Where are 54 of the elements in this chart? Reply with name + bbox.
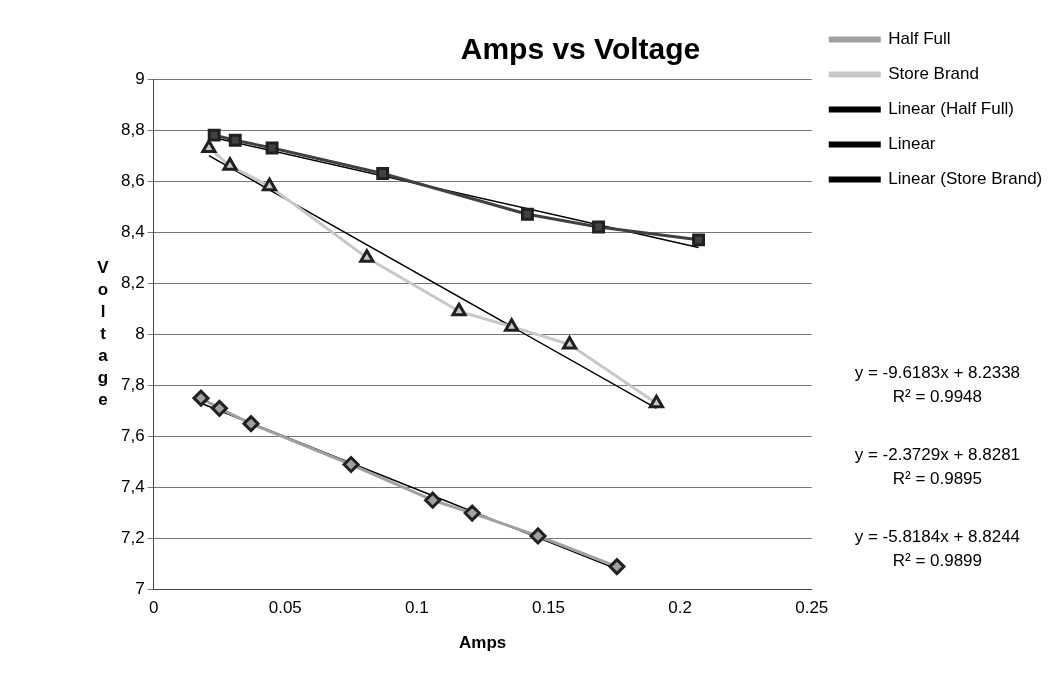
- text: y = -9.6183x + 8.2338: [854, 362, 1021, 382]
- point: [504, 318, 520, 332]
- point: [648, 394, 664, 409]
- text: y = -2.3729x + 8.8281: [854, 444, 1021, 464]
- x-tick-label: 0.1: [405, 598, 429, 618]
- y-tick-label: 8: [135, 323, 145, 343]
- chart-title: Amps vs Voltage: [460, 32, 701, 66]
- point: [463, 504, 481, 522]
- text: R² = 0.9948: [892, 386, 983, 406]
- point: [192, 389, 210, 407]
- point: [228, 133, 242, 147]
- y-tick-label: 8,8: [120, 119, 145, 139]
- point: [359, 249, 375, 263]
- x-tick-label: 0.05: [268, 598, 302, 618]
- point: [608, 558, 626, 576]
- point: [207, 128, 221, 142]
- point: [222, 157, 238, 171]
- point: [424, 491, 442, 509]
- legend-label: Linear (Store Brand): [888, 169, 1043, 189]
- legend-label: Half Full: [888, 29, 951, 49]
- y-tick-label: 7,6: [120, 426, 145, 446]
- x-tick-label: 0: [148, 598, 159, 618]
- x-axis-title: Amps: [459, 632, 507, 652]
- point: [210, 399, 228, 417]
- point: [529, 527, 547, 545]
- point: [342, 456, 360, 473]
- legend-label: Linear: [888, 134, 936, 154]
- y-tick-label: 7,2: [120, 528, 145, 548]
- y-tick-label: 8,4: [120, 221, 145, 241]
- point: [242, 415, 260, 433]
- text: R² = 0.9895: [892, 468, 983, 488]
- y-tick-label: 9: [135, 68, 145, 88]
- x-tick-label: 0.2: [668, 598, 692, 618]
- y-tick-label: 7,4: [120, 477, 145, 497]
- legend-label: Store Brand: [888, 64, 979, 84]
- y-tick-label: 7: [135, 579, 145, 599]
- point: [592, 220, 605, 234]
- y-tick-label: 8,2: [120, 272, 145, 292]
- point: [451, 302, 467, 317]
- y-tick-label: 8,6: [120, 170, 145, 190]
- x-tick-label: 0.15: [531, 598, 566, 618]
- x-tick-label: 0.25: [795, 598, 829, 618]
- point: [376, 167, 390, 180]
- point: [520, 207, 534, 221]
- text: R² = 0.9899: [892, 550, 983, 570]
- y-axis-title: Voltage: [97, 257, 110, 409]
- point: [562, 336, 578, 350]
- legend-label: Linear (Half Full): [888, 99, 1014, 119]
- text: y = -5.8184x + 8.8244: [854, 526, 1021, 546]
- point: [201, 139, 217, 153]
- point: [692, 233, 705, 247]
- point: [261, 177, 278, 192]
- point: [265, 141, 279, 155]
- y-tick-label: 7,8: [120, 375, 145, 395]
